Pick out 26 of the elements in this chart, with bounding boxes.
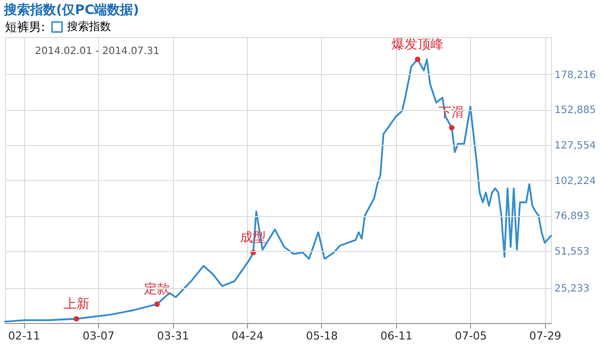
chart-title: 搜索指数(仅PC端数据) <box>3 2 140 18</box>
x-tick-label: 04-24 <box>231 330 264 342</box>
x-tick-label: 03-31 <box>157 330 190 342</box>
point <box>448 124 454 130</box>
y-tick-label: 76,893 <box>554 211 590 222</box>
x-tick-label: 06-11 <box>380 330 412 342</box>
y-tick-label: 152,885 <box>554 105 596 116</box>
x-tick-label: 02-11 <box>8 330 40 342</box>
point <box>154 301 160 307</box>
annotation: 爆发顶峰 <box>392 37 444 52</box>
y-tick-label: 51,553 <box>554 246 590 258</box>
legend-title: 短裤男: <box>5 20 46 34</box>
x-tick-label: 07-05 <box>454 330 487 342</box>
x-tick-label: 07-29 <box>529 330 562 342</box>
x-tick-label: 05-18 <box>306 330 338 342</box>
x-tick-label: 03-07 <box>82 330 115 342</box>
y-tick-label: 127,554 <box>554 140 596 152</box>
y-tick-label: 25,233 <box>554 283 590 294</box>
annotation: 上新 <box>63 296 90 312</box>
legend-label: 搜索指数 <box>67 20 111 33</box>
point <box>414 56 420 62</box>
y-tick-label: 102,224 <box>554 176 596 187</box>
line-series <box>4 58 552 323</box>
point <box>74 316 80 322</box>
annotation: 2014.02.01 - 2014.07.31 <box>35 46 160 57</box>
y-tick-label: 178,216 <box>554 70 596 81</box>
